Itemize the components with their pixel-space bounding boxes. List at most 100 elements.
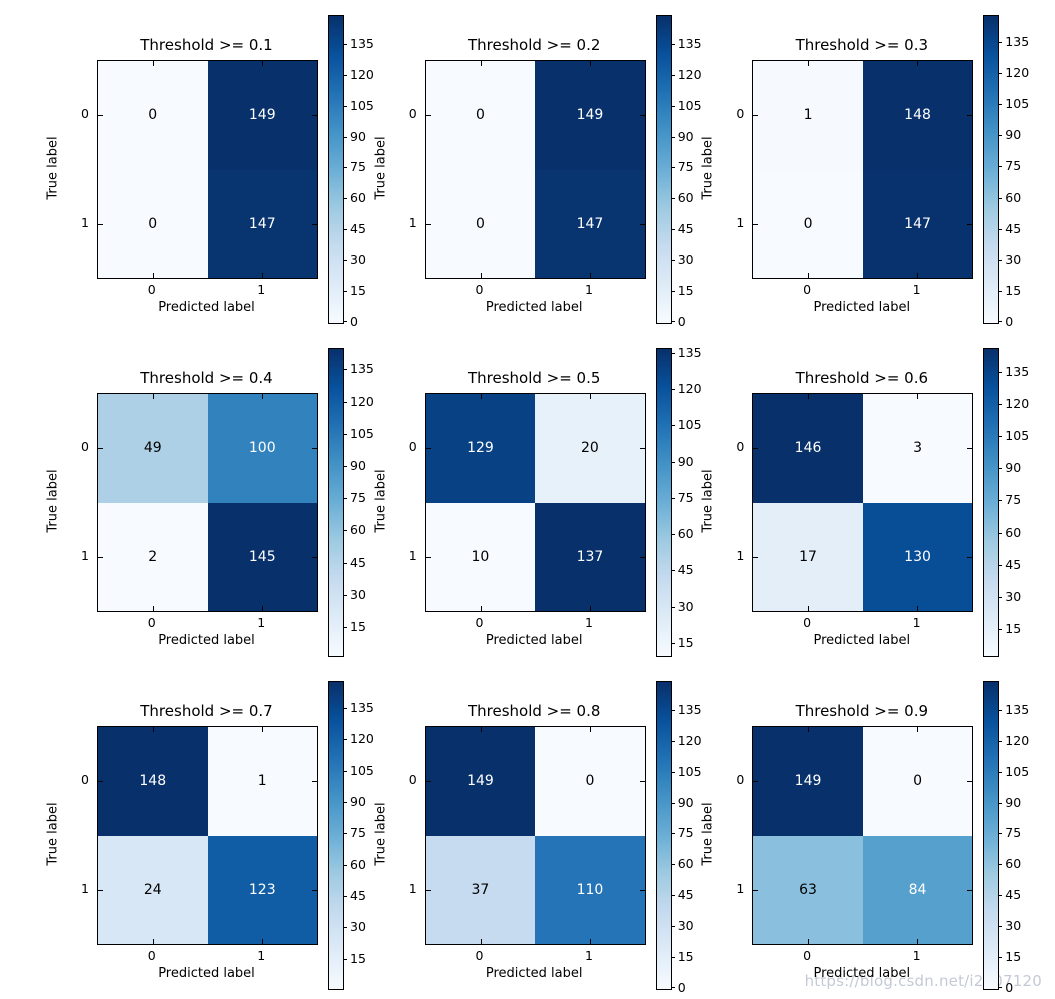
- tick-mark: [98, 224, 103, 225]
- heatmap-cell: 0: [98, 61, 208, 170]
- colorbar-tick-label: 120: [350, 731, 374, 747]
- colorbar-tick-label: 75: [677, 825, 694, 841]
- x-tick-label: 0: [475, 282, 484, 297]
- colorbar-tick-mark: [998, 228, 1003, 230]
- colorbar-tick-mark: [670, 987, 675, 988]
- colorbar-tick-label: 120: [350, 66, 374, 82]
- colorbar-tick-mark: [343, 896, 347, 898]
- tick-mark: [153, 606, 154, 611]
- tick-mark: [589, 727, 591, 732]
- x-axis-label: Predicted label: [813, 300, 911, 315]
- y-tick-label: 1: [81, 880, 89, 896]
- cell-value: 1: [803, 107, 813, 124]
- tick-mark: [480, 606, 482, 611]
- colorbar-tick-mark: [343, 739, 347, 741]
- y-tick-label: 0: [408, 106, 417, 122]
- colorbar-tick-label: 30: [1005, 251, 1022, 267]
- colorbar-tick-label: 0: [350, 314, 358, 329]
- colorbar-tick-mark: [343, 167, 347, 169]
- colorbar-tick-label: 135: [350, 700, 374, 716]
- cell-value: 130: [904, 548, 931, 565]
- colorbar-tick-label: 30: [677, 252, 694, 268]
- y-tick-label: 1: [408, 214, 417, 230]
- heatmap-cell: 147: [207, 169, 317, 278]
- y-tick-label: 1: [736, 880, 745, 896]
- colorbar-tick-mark: [998, 259, 1003, 261]
- x-tick-label: 0: [147, 948, 156, 963]
- y-axis-label: True label: [45, 469, 61, 533]
- colorbar-tick-label: 45: [350, 221, 366, 237]
- tick-mark: [639, 557, 645, 558]
- y-tick-label: 1: [81, 547, 89, 563]
- colorbar-tick-label: 60: [1005, 524, 1022, 540]
- x-axis-label: Predicted label: [158, 633, 255, 648]
- heatmap-cell: 149: [753, 727, 863, 836]
- cell-value: 49: [143, 440, 162, 457]
- colorbar-gradient: [984, 682, 999, 989]
- heatmap-cell: 2: [98, 502, 208, 611]
- heatmap-cell: 10: [425, 502, 536, 611]
- colorbar-tick-mark: [343, 770, 347, 772]
- tick-mark: [917, 606, 919, 611]
- colorbar-tick-label: 75: [677, 489, 694, 505]
- colorbar-tick-label: 0: [677, 980, 686, 995]
- heatmap-cell: 0: [535, 727, 645, 836]
- plot-title: Threshold >= 0.6: [795, 369, 929, 387]
- colorbar: [983, 348, 1000, 657]
- colorbar-tick-mark: [998, 104, 1003, 106]
- colorbar-tick-label: 45: [1005, 220, 1022, 236]
- colorbar-tick-mark: [998, 532, 1003, 534]
- cell-value: 110: [576, 881, 604, 898]
- cell-value: 123: [248, 881, 276, 898]
- tick-mark: [425, 890, 431, 891]
- y-tick-label: 0: [408, 772, 417, 788]
- colorbar-tick-mark: [343, 802, 347, 804]
- colorbar-gradient: [329, 349, 343, 656]
- colorbar: [983, 681, 1000, 990]
- colorbar-tick-mark: [343, 105, 347, 107]
- colorbar-tick-mark: [998, 957, 1003, 959]
- cell-value: 149: [794, 773, 822, 790]
- colorbar-tick-mark: [343, 321, 347, 322]
- cell-value: 147: [576, 215, 604, 232]
- colorbar-tick-mark: [343, 708, 347, 710]
- colorbar-tick-mark: [670, 606, 675, 608]
- colorbar-tick-mark: [998, 166, 1003, 168]
- colorbar-tick-label: 90: [350, 794, 366, 810]
- colorbar-tick-label: 120: [677, 66, 702, 82]
- tick-mark: [262, 61, 263, 66]
- heatmap-cell: 84: [862, 835, 973, 944]
- tick-mark: [808, 61, 810, 66]
- colorbar-tick-mark: [998, 740, 1003, 742]
- tick-mark: [967, 224, 973, 225]
- tick-mark: [639, 781, 645, 782]
- heatmap-cell: 1: [753, 61, 863, 170]
- heatmap: 146 3 17 130: [752, 393, 974, 612]
- colorbar-tick-mark: [670, 740, 675, 742]
- y-tick-label: 0: [408, 439, 417, 455]
- heatmap-cell: 100: [207, 394, 317, 503]
- colorbar-tick-label: 60: [1005, 856, 1022, 872]
- tick-mark: [639, 890, 645, 891]
- tick-mark: [153, 727, 154, 732]
- cell-value: 147: [904, 215, 931, 232]
- x-axis-label: Predicted label: [158, 300, 255, 315]
- colorbar-tick-mark: [998, 468, 1003, 470]
- y-axis-label: True label: [700, 136, 716, 200]
- colorbar-tick-label: 45: [350, 888, 366, 904]
- plot-title: Threshold >= 0.3: [795, 36, 929, 54]
- subplot-threshold-0-3: Threshold >= 0.3 1 148 0 147 0 1 0 1 Predicted la…: [655, 0, 1029, 333]
- heatmap-cell: 0: [425, 61, 536, 170]
- heatmap-cell: 123: [207, 835, 317, 944]
- colorbar-tick-label: 75: [1005, 825, 1022, 841]
- colorbar-tick-label: 120: [1005, 65, 1030, 81]
- colorbar-tick-mark: [343, 562, 347, 564]
- colorbar-tick-label: 75: [677, 159, 694, 175]
- y-tick-label: 0: [736, 439, 745, 455]
- tick-mark: [808, 273, 810, 278]
- colorbar-tick-mark: [998, 709, 1003, 711]
- x-tick-label: 1: [912, 615, 921, 630]
- heatmap-cell: 147: [535, 169, 645, 278]
- colorbar-tick-mark: [343, 466, 347, 468]
- colorbar-tick-label: 90: [677, 794, 694, 810]
